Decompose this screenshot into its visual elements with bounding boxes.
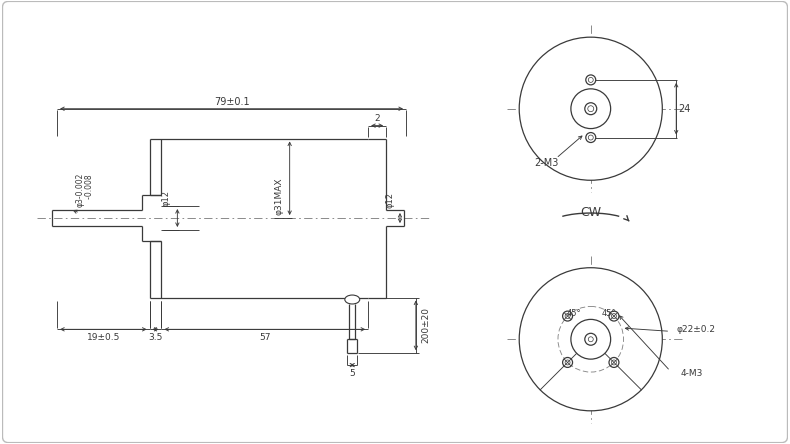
Text: 19±0.5: 19±0.5	[87, 333, 120, 342]
Text: φ3-0.002: φ3-0.002	[76, 173, 85, 207]
Text: 57: 57	[259, 333, 270, 342]
Circle shape	[562, 311, 573, 321]
Circle shape	[609, 357, 619, 368]
Text: φ12: φ12	[162, 190, 171, 206]
Circle shape	[585, 333, 596, 345]
Ellipse shape	[344, 295, 359, 304]
Text: φ31MAX: φ31MAX	[274, 178, 284, 215]
Text: 45°: 45°	[566, 309, 581, 318]
Circle shape	[519, 268, 662, 411]
Text: 5: 5	[349, 369, 356, 377]
Text: 45°: 45°	[601, 309, 616, 318]
Circle shape	[571, 319, 611, 359]
Circle shape	[586, 133, 596, 143]
Text: -0.008: -0.008	[85, 174, 95, 206]
Text: φ12: φ12	[386, 192, 394, 208]
Text: 2: 2	[374, 114, 380, 123]
Text: φ22±0.2: φ22±0.2	[676, 325, 716, 334]
Circle shape	[609, 311, 619, 321]
Text: 3.5: 3.5	[149, 333, 163, 342]
Text: 200±20: 200±20	[421, 307, 431, 343]
Text: CW: CW	[580, 206, 601, 218]
Circle shape	[588, 106, 594, 112]
Text: 24: 24	[678, 104, 690, 114]
Circle shape	[589, 337, 593, 342]
Circle shape	[519, 37, 662, 180]
Text: 2-M3: 2-M3	[534, 159, 559, 168]
Circle shape	[571, 89, 611, 129]
Text: 79±0.1: 79±0.1	[214, 97, 250, 107]
Circle shape	[585, 103, 596, 115]
Circle shape	[586, 75, 596, 85]
Text: 4-M3: 4-M3	[681, 369, 703, 377]
Circle shape	[562, 357, 573, 368]
